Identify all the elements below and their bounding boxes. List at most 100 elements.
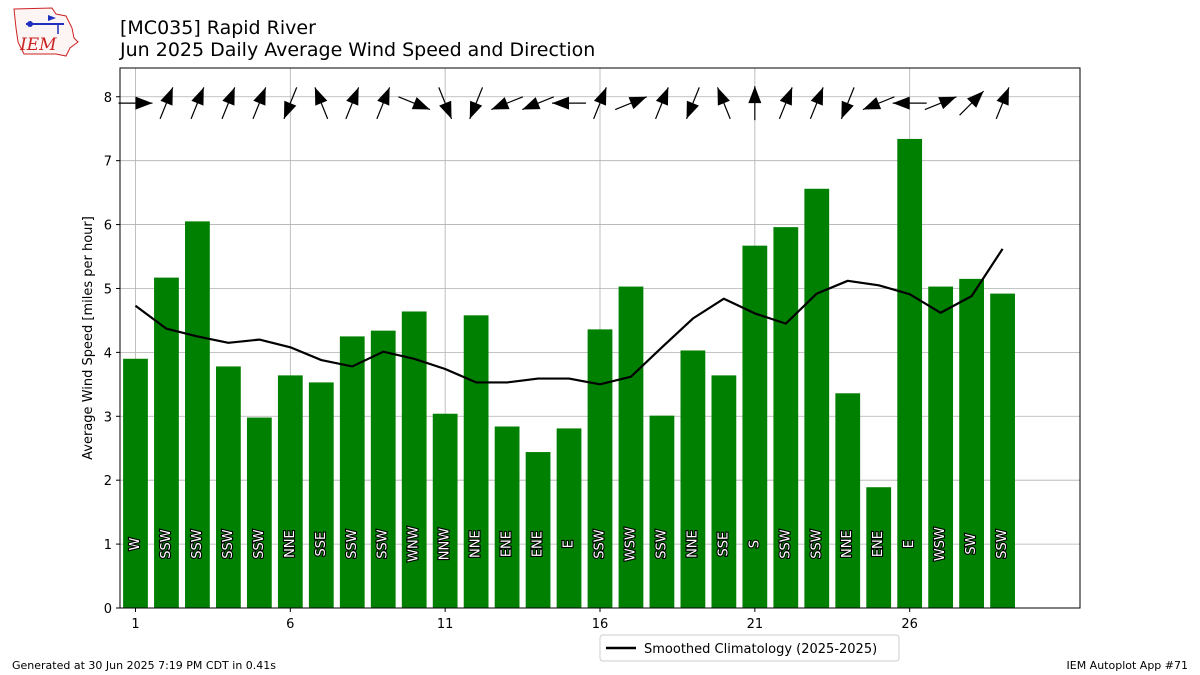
bars	[123, 138, 1015, 608]
wind-direction-arrow	[614, 96, 647, 111]
iem-logo-icon: IEM	[13, 7, 79, 57]
arrow-head	[491, 97, 510, 110]
x-tick-label: 21	[747, 617, 764, 632]
direction-label: WNW	[407, 526, 422, 562]
arrow-head	[967, 91, 984, 108]
wind-speed-bar	[835, 393, 861, 608]
x-tick-label: 11	[437, 617, 454, 632]
y-axis-label: Average Wind Speed [miles per hour]	[81, 216, 96, 460]
direction-label: E	[902, 540, 917, 548]
direction-label: SSW	[809, 529, 824, 559]
y-axis-ticks: 0 1 2 3 4 5 6 7 8	[104, 91, 120, 617]
direction-label: SSW	[345, 529, 360, 559]
wind-direction-arrow	[685, 87, 700, 120]
wind-direction-arrow	[221, 87, 236, 120]
wind-speed-bar	[432, 413, 458, 608]
arrow-head	[283, 100, 297, 119]
y-tick-label: 2	[104, 474, 112, 489]
wind-speed-bar	[494, 426, 520, 608]
arrow-head	[411, 97, 430, 110]
x-tick-label: 1	[131, 617, 139, 632]
wind-direction-arrow	[924, 96, 957, 111]
direction-labels: W SSW SSW SSW SSW NNE SSE SSW SSW WNW NNW NNE ENE ENE…	[127, 525, 1011, 563]
direction-label: SSW	[376, 529, 391, 559]
y-tick-label: 7	[104, 155, 112, 170]
arrow-head	[862, 97, 882, 110]
direction-label: SSW	[995, 529, 1010, 559]
arrow-head	[346, 87, 359, 106]
arrow-head	[191, 87, 204, 106]
arrow-head	[841, 100, 854, 119]
direction-label: SSW	[159, 529, 174, 559]
arrow-head	[135, 96, 153, 110]
arrow-head	[628, 96, 647, 110]
wind-direction-arrow	[376, 87, 391, 120]
wind-direction-arrow	[252, 87, 267, 120]
wind-direction-arrow	[159, 87, 174, 120]
wind-direction-arrow	[778, 87, 793, 120]
direction-label: NNE	[283, 530, 298, 558]
arrow-head	[748, 86, 762, 104]
wind-direction-arrow	[809, 87, 824, 120]
wind-direction-arrow	[118, 96, 153, 110]
wind-speed-bar	[897, 138, 923, 608]
wind-speed-bar	[649, 415, 675, 608]
y-tick-label: 1	[104, 538, 112, 553]
climatology-polyline	[134, 248, 1004, 386]
wind-direction-arrow	[959, 90, 985, 116]
wind-speed-bar	[370, 330, 396, 608]
direction-label: SSW	[221, 529, 236, 559]
wind-speed-bar	[525, 452, 551, 608]
wind-speed-bar	[246, 417, 272, 608]
direction-label: WSW	[623, 527, 638, 561]
legend-label: Smoothed Climatology (2025-2025)	[644, 642, 877, 657]
wind-direction-arrow	[190, 87, 205, 120]
arrow-head	[938, 96, 957, 110]
wind-speed-bar	[556, 428, 582, 608]
direction-label: S	[747, 540, 762, 548]
arrow-head	[810, 87, 824, 106]
direction-label: SSW	[252, 529, 267, 559]
wind-speed-bar	[185, 221, 210, 608]
chart-title-line1: [MC035] Rapid River	[120, 17, 316, 39]
wind-direction-arrow	[522, 96, 555, 111]
wind-speed-bar	[959, 278, 984, 608]
wind-direction-arrow	[552, 96, 587, 110]
wind-direction-arrow	[716, 87, 731, 120]
footer-generated-text: Generated at 30 Jun 2025 7:19 PM CDT in …	[12, 659, 277, 672]
arrow-head	[717, 87, 730, 106]
x-tick-label: 6	[286, 617, 294, 632]
direction-label: NNW	[438, 528, 453, 560]
footer-app-text: IEM Autoplot App #71	[1066, 659, 1189, 672]
legend-box	[599, 634, 900, 662]
wind-speed-bar	[154, 277, 179, 608]
wind-direction-arrow	[283, 87, 298, 120]
direction-label: W	[128, 538, 143, 551]
climatology-line	[134, 248, 1004, 386]
wind-speed-bar	[990, 293, 1015, 608]
direction-label: ENE	[500, 531, 515, 557]
direction-label: SW	[964, 533, 979, 554]
arrow-head	[655, 87, 669, 106]
wind-speed-bar	[339, 336, 365, 608]
arrow-head	[552, 96, 570, 110]
x-tick-label: 16	[592, 617, 609, 632]
arrow-head	[253, 87, 266, 106]
direction-label: WSW	[933, 527, 948, 561]
wind-speed-bar	[123, 358, 148, 608]
y-tick-label: 3	[104, 410, 112, 425]
y-tick-label: 6	[104, 219, 112, 234]
wind-direction-arrow	[655, 87, 669, 120]
y-tick-label: 0	[104, 602, 112, 617]
legend: Smoothed Climatology (2025-2025)	[599, 634, 900, 662]
arrow-head	[314, 87, 328, 106]
wind-speed-bar	[308, 382, 334, 608]
wind-direction-arrow	[469, 87, 484, 120]
direction-label: NNE	[685, 530, 700, 558]
wind-direction-arrow	[593, 87, 607, 120]
arrow-head	[160, 87, 173, 106]
wind-speed-bar	[463, 315, 489, 608]
wind-direction-arrow	[840, 87, 855, 120]
arrow-head	[686, 100, 699, 119]
arrow-head	[222, 87, 235, 106]
